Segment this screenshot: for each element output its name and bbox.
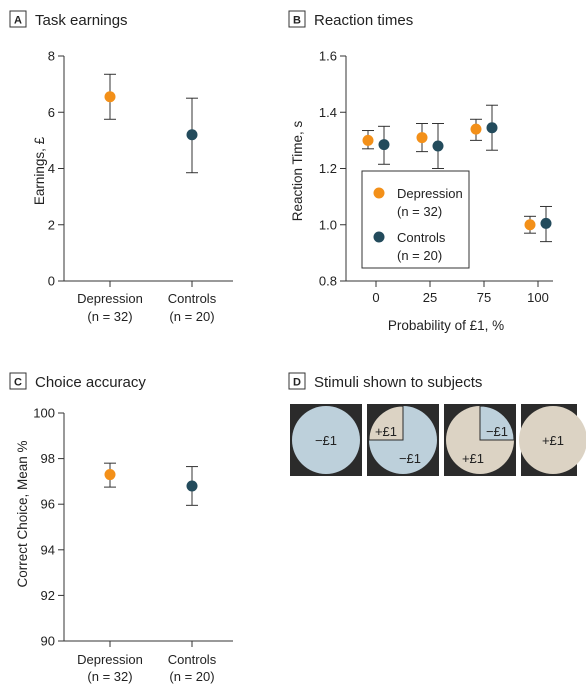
x-tick-label: 75: [477, 290, 491, 305]
x-tick-n-label: (n = 20): [169, 309, 214, 324]
x-tick-n-label: (n = 20): [169, 669, 214, 684]
data-point-controls: [540, 217, 552, 229]
y-tick-label: 2: [48, 217, 55, 232]
panel-letter: A: [14, 15, 22, 27]
panel-letter-box: [9, 10, 27, 28]
win-label: +£1: [375, 424, 397, 439]
panel-letter-box: [9, 372, 27, 390]
y-axis-label: Earnings, £: [32, 136, 47, 205]
data-point-depression: [362, 134, 374, 146]
chart-title: Reaction times: [314, 12, 413, 29]
data-point-depression: [104, 469, 116, 481]
legend: Depression (n = 32) Controls (n = 20): [361, 170, 470, 269]
y-tick-label: 98: [41, 451, 55, 466]
chart-title: Task earnings: [35, 12, 128, 29]
x-tick-label: 25: [423, 290, 437, 305]
y-tick-label: 0: [48, 274, 55, 289]
panel-d: D Stimuli shown to subjects −£1 +£1 −£1 …: [288, 372, 586, 476]
loss-region: [292, 406, 360, 474]
y-tick-label: 1.2: [319, 161, 337, 176]
stimulus-0-percent: −£1: [290, 404, 362, 476]
win-region: [519, 406, 586, 474]
panel-letter: B: [293, 15, 301, 27]
legend-label-depression: Depression: [397, 186, 463, 201]
x-tick-label: Controls: [168, 291, 217, 306]
y-axis-label: Reaction Time, s: [290, 120, 305, 221]
panel-a: A Task earnings Earnings, £ 0 2 4 6 8 Depres…: [9, 10, 233, 324]
stimulus-100-percent: +£1: [519, 404, 586, 476]
x-tick-n-label: (n = 32): [87, 669, 132, 684]
legend-marker-depression: [373, 187, 385, 199]
x-axis-label: Probability of £1, %: [388, 318, 504, 333]
legend-n-depression: (n = 32): [397, 204, 442, 219]
y-tick-label: 96: [41, 497, 55, 512]
x-tick-label: Controls: [168, 652, 217, 667]
y-tick-label: 4: [48, 161, 55, 176]
data-point-controls: [486, 122, 498, 134]
panel-letter-box: [288, 10, 306, 28]
win-label: +£1: [542, 433, 564, 448]
y-tick-label: 1.0: [319, 217, 337, 232]
chart-title: Choice accuracy: [35, 374, 146, 391]
legend-marker-controls: [373, 231, 385, 243]
loss-label: −£1: [315, 433, 337, 448]
x-tick-label: 100: [527, 290, 549, 305]
panel-letter: D: [293, 377, 301, 389]
y-tick-label: 94: [41, 542, 55, 557]
y-tick-label: 92: [41, 588, 55, 603]
win-region: [368, 405, 404, 441]
panel-letter-box: [288, 372, 306, 390]
legend-box: [361, 170, 470, 269]
legend-n-controls: (n = 20): [397, 248, 442, 263]
data-point-depression: [104, 91, 116, 103]
loss-region: [479, 405, 515, 441]
data-point-depression: [416, 132, 428, 144]
loss-label: −£1: [486, 424, 508, 439]
panel-letter: C: [14, 377, 22, 389]
y-tick-label: 1.4: [319, 105, 337, 120]
y-tick-label: 100: [33, 406, 55, 421]
data-point-controls: [432, 140, 444, 152]
win-label: +£1: [462, 451, 484, 466]
x-tick-label: Depression: [77, 652, 143, 667]
data-point-controls: [378, 139, 390, 151]
stimulus-75-percent: −£1 +£1: [444, 404, 516, 476]
loss-label: −£1: [399, 451, 421, 466]
stimulus-25-percent: +£1 −£1: [367, 404, 439, 476]
y-axis-label: Correct Choice, Mean %: [15, 440, 30, 587]
y-tick-label: 6: [48, 105, 55, 120]
data-point-depression: [524, 219, 536, 231]
x-tick-label: Depression: [77, 291, 143, 306]
y-tick-label: 1.6: [319, 49, 337, 64]
y-tick-label: 90: [41, 634, 55, 649]
data-point-controls: [186, 129, 198, 141]
legend-label-controls: Controls: [397, 230, 446, 245]
x-tick-label: 0: [372, 290, 379, 305]
panel-b: B Reaction times Reaction Time, s Probab…: [288, 10, 553, 333]
y-tick-label: 0.8: [319, 274, 337, 289]
data-point-depression: [470, 123, 482, 135]
y-tick-label: 8: [48, 49, 55, 64]
panel-title: Stimuli shown to subjects: [314, 374, 482, 391]
data-point-controls: [186, 480, 198, 492]
x-tick-n-label: (n = 32): [87, 309, 132, 324]
panel-c: C Choice accuracy Correct Choice, Mean %…: [9, 372, 233, 684]
